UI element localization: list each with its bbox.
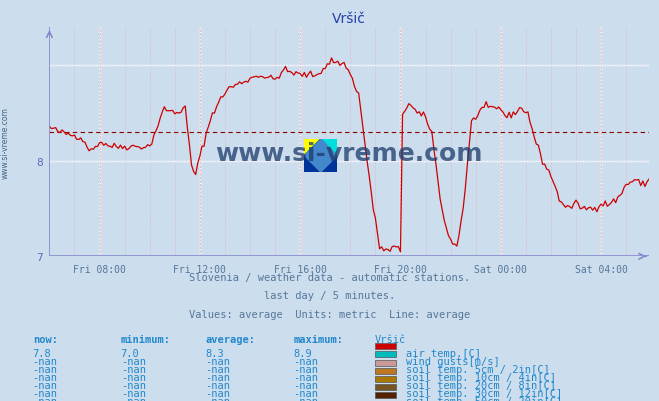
Text: Values: average  Units: metric  Line: average: Values: average Units: metric Line: aver… — [189, 309, 470, 319]
Text: 7.8: 7.8 — [33, 348, 51, 358]
Text: -nan: -nan — [33, 372, 58, 382]
Text: -nan: -nan — [294, 364, 319, 374]
Text: soil temp. 50cm / 20in[C]: soil temp. 50cm / 20in[C] — [406, 396, 562, 401]
Text: -nan: -nan — [33, 356, 58, 366]
Text: www.si-vreme.com: www.si-vreme.com — [1, 107, 10, 178]
Text: soil temp. 20cm / 8in[C]: soil temp. 20cm / 8in[C] — [406, 380, 556, 390]
Text: 8.9: 8.9 — [294, 348, 312, 358]
Text: -nan: -nan — [121, 364, 146, 374]
Text: -nan: -nan — [294, 396, 319, 401]
Text: -nan: -nan — [206, 396, 231, 401]
Text: average:: average: — [206, 334, 256, 344]
Text: -nan: -nan — [121, 372, 146, 382]
Text: -nan: -nan — [121, 356, 146, 366]
Text: soil temp. 30cm / 12in[C]: soil temp. 30cm / 12in[C] — [406, 388, 562, 398]
Text: -nan: -nan — [33, 396, 58, 401]
FancyBboxPatch shape — [375, 392, 396, 398]
FancyBboxPatch shape — [375, 368, 396, 374]
Text: -nan: -nan — [294, 356, 319, 366]
FancyBboxPatch shape — [375, 376, 396, 382]
Text: soil temp. 10cm / 4in[C]: soil temp. 10cm / 4in[C] — [406, 372, 556, 382]
Text: -nan: -nan — [206, 372, 231, 382]
Text: -nan: -nan — [33, 388, 58, 398]
Text: www.si-vreme.com: www.si-vreme.com — [215, 142, 483, 166]
Text: 7.0: 7.0 — [121, 348, 140, 358]
Text: soil temp. 5cm / 2in[C]: soil temp. 5cm / 2in[C] — [406, 364, 550, 374]
Text: Slovenia / weather data - automatic stations.: Slovenia / weather data - automatic stat… — [189, 273, 470, 283]
Text: -nan: -nan — [33, 380, 58, 390]
Text: now:: now: — [33, 334, 58, 344]
Text: wind gusts[m/s]: wind gusts[m/s] — [406, 356, 500, 366]
FancyBboxPatch shape — [375, 352, 396, 358]
Text: -nan: -nan — [121, 380, 146, 390]
Text: -nan: -nan — [206, 356, 231, 366]
FancyBboxPatch shape — [375, 360, 396, 366]
Text: -nan: -nan — [121, 396, 146, 401]
Text: -nan: -nan — [206, 364, 231, 374]
Text: last day / 5 minutes.: last day / 5 minutes. — [264, 291, 395, 301]
Title: Vršič: Vršič — [332, 12, 366, 26]
Text: -nan: -nan — [206, 380, 231, 390]
Text: -nan: -nan — [206, 388, 231, 398]
Text: -nan: -nan — [294, 388, 319, 398]
Text: 8.3: 8.3 — [206, 348, 224, 358]
FancyBboxPatch shape — [375, 384, 396, 390]
Text: -nan: -nan — [294, 372, 319, 382]
Text: air temp.[C]: air temp.[C] — [406, 348, 481, 358]
Text: maximum:: maximum: — [294, 334, 343, 344]
Text: minimum:: minimum: — [121, 334, 171, 344]
FancyBboxPatch shape — [375, 344, 396, 349]
Text: -nan: -nan — [33, 364, 58, 374]
Text: Vršič: Vršič — [375, 334, 407, 344]
Text: -nan: -nan — [294, 380, 319, 390]
Text: -nan: -nan — [121, 388, 146, 398]
